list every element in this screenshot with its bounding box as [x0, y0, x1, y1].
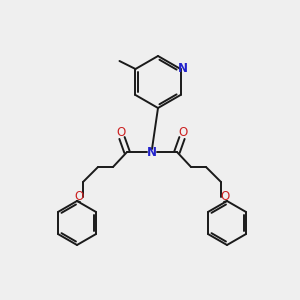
Text: O: O — [116, 127, 126, 140]
Text: O: O — [178, 127, 188, 140]
Text: N: N — [147, 146, 157, 158]
Text: O: O — [220, 190, 230, 203]
Text: N: N — [178, 62, 188, 76]
Text: O: O — [74, 190, 84, 203]
